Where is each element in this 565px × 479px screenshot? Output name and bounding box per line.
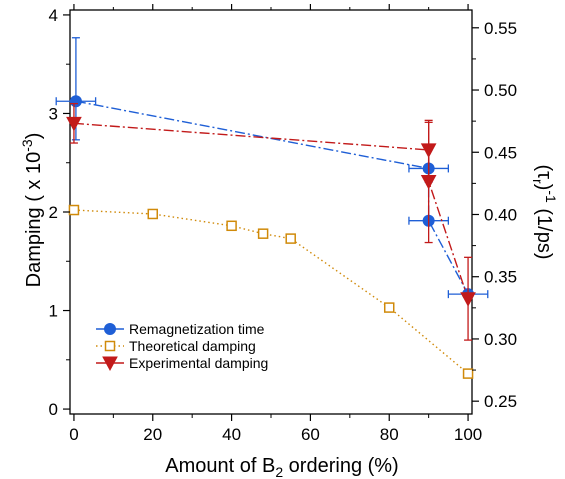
right-y-tick-label: 0.30 xyxy=(484,330,517,349)
left-y-tick-label: 3 xyxy=(49,104,58,123)
x-tick-label: 80 xyxy=(380,425,399,444)
series-line-remag xyxy=(75,100,469,295)
legend-label: Experimental damping xyxy=(129,355,268,371)
right-axis-title-mid: ) xyxy=(533,184,555,191)
axis-layer: 0 20 40 60 80 100 0 1 2 3 4 0.25 0.30 0.35 0.40 0.45 0.5… xyxy=(49,4,517,444)
right-y-tick-label: 0.40 xyxy=(484,205,517,224)
right-axis-title-main: (τ xyxy=(533,164,555,179)
legend-label: Theoretical damping xyxy=(129,338,256,354)
legend-marker xyxy=(104,340,116,352)
x-tick-label: 60 xyxy=(301,425,320,444)
right-y-tick-label: 0.45 xyxy=(484,143,517,162)
data-point-theory xyxy=(68,204,80,216)
data-point-expt xyxy=(420,174,437,190)
left-axis-title-tail: ) xyxy=(23,133,45,140)
x-tick-label: 0 xyxy=(69,425,78,444)
series-remag xyxy=(55,37,489,301)
legend-marker xyxy=(102,356,118,372)
data-point-expt xyxy=(66,116,82,132)
series-layer xyxy=(55,37,489,379)
x-axis-title-main: Amount of B xyxy=(165,455,275,477)
data-point-theory xyxy=(257,228,269,239)
data-point-expt xyxy=(460,292,476,307)
legend-entry-theory: Theoretical damping xyxy=(96,338,256,354)
right-axis-title: (τr)-1 (1/ps) xyxy=(530,164,559,259)
left-axis-title: Damping ( x 10-3) xyxy=(19,133,45,288)
left-y-tick-label: 0 xyxy=(49,400,58,419)
data-point-remag xyxy=(69,95,82,108)
right-y-tick-label: 0.50 xyxy=(484,81,517,100)
data-point-theory xyxy=(285,233,296,244)
data-point-theory xyxy=(147,208,159,220)
legend-label: Remagnetization time xyxy=(129,321,265,337)
legend-entry-expt: Experimental damping xyxy=(96,355,268,372)
right-axis-title-sub: r xyxy=(530,179,546,184)
left-axis-title-main: Damping ( x 10 xyxy=(23,152,45,288)
right-axis-title-tail: (1/ps) xyxy=(533,203,555,260)
data-point-theory xyxy=(462,368,474,379)
x-axis-title: Amount of B2 ordering (%) xyxy=(165,455,398,479)
right-y-tick-label: 0.35 xyxy=(484,268,517,287)
left-y-tick-label: 1 xyxy=(49,302,58,321)
x-tick-label: 20 xyxy=(143,425,162,444)
x-tick-label: 100 xyxy=(454,425,482,444)
series-theory xyxy=(68,204,474,379)
x-axis-title-tail: ordering (%) xyxy=(283,455,399,477)
right-y-tick-label: 0.25 xyxy=(484,392,517,411)
right-y-tick-label: 0.55 xyxy=(484,19,517,38)
legend-marker xyxy=(104,323,116,335)
x-tick-label: 40 xyxy=(222,425,241,444)
x-axis-title-sub: 2 xyxy=(275,464,283,479)
right-axis-title-sup: -1 xyxy=(543,190,559,203)
series-line-expt xyxy=(73,122,469,299)
left-axis-title-sup: -3 xyxy=(19,139,35,152)
data-point-theory xyxy=(226,220,237,232)
series-expt xyxy=(66,102,476,341)
legend-entry-remag: Remagnetization time xyxy=(96,321,265,337)
left-y-tick-label: 4 xyxy=(49,6,58,25)
data-point-theory xyxy=(383,302,395,313)
left-y-tick-label: 2 xyxy=(49,203,58,222)
